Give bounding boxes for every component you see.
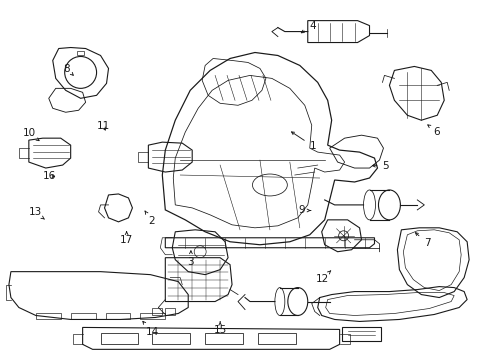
Text: 16: 16 [43, 171, 56, 181]
Text: 1: 1 [291, 132, 315, 151]
Text: 9: 9 [298, 206, 310, 216]
Text: 10: 10 [22, 129, 39, 141]
Text: 14: 14 [142, 321, 158, 337]
Text: 8: 8 [63, 64, 73, 75]
Text: 5: 5 [372, 161, 388, 171]
Text: 7: 7 [415, 233, 429, 248]
Text: 6: 6 [427, 125, 439, 136]
Text: 12: 12 [315, 271, 330, 284]
Text: 4: 4 [301, 21, 315, 33]
Text: 11: 11 [97, 121, 110, 131]
Text: 13: 13 [28, 207, 44, 219]
Text: 17: 17 [120, 232, 133, 245]
Text: 3: 3 [187, 251, 194, 267]
Text: 2: 2 [145, 211, 155, 226]
Text: 15: 15 [213, 322, 226, 334]
